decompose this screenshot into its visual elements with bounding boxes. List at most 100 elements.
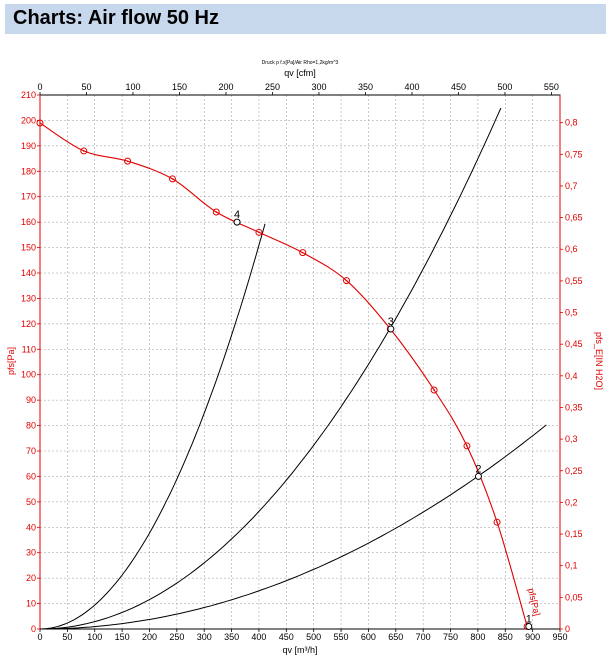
y-right-tick-label: 0,2 <box>565 497 578 507</box>
fan-curve-marker-dot <box>433 389 435 391</box>
y-right-tick-label: 0,55 <box>565 276 583 286</box>
y-left-tick-label: 150 <box>21 243 36 253</box>
y-right-tick-label: 0,1 <box>565 561 578 571</box>
plot-frame <box>39 94 561 630</box>
y-left-tick-label: 120 <box>21 319 36 329</box>
axes <box>37 92 563 632</box>
fan-curve-marker <box>299 249 307 257</box>
fan-curve-marker <box>36 119 44 127</box>
x-top-axis-label: qv [cfm] <box>284 68 316 78</box>
operating-point-marker <box>233 218 241 226</box>
fan-curve-marker <box>212 208 220 216</box>
system-curve <box>39 107 502 630</box>
y-left-tick-label: 170 <box>21 192 36 202</box>
x-bottom-tick-label: 350 <box>224 632 239 642</box>
x-top-tick-label: 0 <box>37 82 42 92</box>
y-right-tick-label: 0,65 <box>565 213 583 223</box>
y-left-tick-label: 20 <box>26 573 36 583</box>
x-top-tick-label: 150 <box>172 82 187 92</box>
x-bottom-tick-label: 850 <box>498 632 513 642</box>
operating-points: 4 3 2 1 <box>233 209 533 630</box>
y-left-tick-label: 0 <box>31 624 36 634</box>
x-top-tick-label: 300 <box>311 82 326 92</box>
x-top-tick-label: 400 <box>404 82 419 92</box>
x-bottom-tick-label: 150 <box>115 632 130 642</box>
y-right-tick-label: 0,15 <box>565 529 583 539</box>
x-bottom-tick-label: 250 <box>169 632 184 642</box>
operating-point-label: 2 <box>475 463 481 475</box>
x-top-tick-label: 100 <box>125 82 140 92</box>
y-right-tick-label: 0,05 <box>565 592 583 602</box>
x-top-tick-label: 50 <box>81 82 91 92</box>
fan-curve-marker <box>493 518 501 526</box>
y-left-tick-label: 70 <box>26 446 36 456</box>
x-bottom-tick-label: 300 <box>197 632 212 642</box>
operating-point-label: 3 <box>388 316 394 328</box>
fan-curve-marker <box>168 175 176 183</box>
fan-curve-marker <box>463 442 471 450</box>
system-curve <box>39 223 266 630</box>
y-right-tick-label: 0,8 <box>565 118 578 128</box>
fan-curve-marker-dot <box>466 445 468 447</box>
y-left-tick-label: 100 <box>21 370 36 380</box>
fan-curve-marker-dot <box>82 150 85 152</box>
operating-point-label: 4 <box>234 209 240 221</box>
fan-curve-marker-dot <box>496 521 498 523</box>
y-right-tick-label: 0,7 <box>565 181 578 191</box>
y-right-tick-label: 0,5 <box>565 308 578 318</box>
tick-labels: 0 50 100 150 200 250 300 350 400 450 500 550 600 650 7… <box>21 82 583 642</box>
fan-curve-line <box>39 122 528 627</box>
y-right-tick-label: 0,35 <box>565 402 583 412</box>
y-right-tick-label: 0,3 <box>565 434 578 444</box>
y-left-tick-label: 130 <box>21 293 36 303</box>
fan-curve-marker-dot <box>301 251 304 254</box>
y-right-tick-label: 0,6 <box>565 244 578 254</box>
operating-point-label: 1 <box>526 613 532 625</box>
y-left-tick-label: 30 <box>26 548 36 558</box>
y-left-tick-label: 10 <box>26 599 36 609</box>
y-right-axis-label: pfs_E[IN H2O] <box>594 332 604 390</box>
x-top-tick-label: 450 <box>451 82 466 92</box>
y-right-tick-label: 0,25 <box>565 466 583 476</box>
x-bottom-tick-label: 650 <box>388 632 403 642</box>
fan-curve-marker <box>80 147 88 155</box>
fan-curve-label: pfs[Pa] <box>526 587 542 617</box>
fan-curve-marker <box>430 386 438 394</box>
chart-subtitle: Druck p f.x[Pa]/Air Rho=1,2kg/m^3 <box>262 60 339 66</box>
y-left-tick-label: 190 <box>21 141 36 151</box>
fan-curve-marker-dot <box>126 160 129 162</box>
x-bottom-tick-label: 800 <box>470 632 485 642</box>
y-left-axis-label: pfs[Pa] <box>6 347 16 375</box>
x-bottom-tick-label: 200 <box>142 632 157 642</box>
y-left-tick-label: 210 <box>21 90 36 100</box>
x-top-tick-label: 550 <box>544 82 559 92</box>
fan-curve-marker-dot <box>345 279 348 282</box>
x-top-tick-label: 200 <box>218 82 233 92</box>
x-bottom-tick-label: 900 <box>525 632 540 642</box>
y-left-tick-label: 60 <box>26 471 36 481</box>
x-top-tick-label: 250 <box>265 82 280 92</box>
y-left-tick-label: 140 <box>21 268 36 278</box>
y-left-tick-label: 80 <box>26 421 36 431</box>
x-bottom-tick-label: 450 <box>279 632 294 642</box>
x-top-tick-label: 500 <box>497 82 512 92</box>
x-bottom-tick-label: 50 <box>62 632 72 642</box>
y-right-tick-label: 0 <box>565 624 570 634</box>
y-left-tick-label: 200 <box>21 115 36 125</box>
x-top-tick-label: 350 <box>358 82 373 92</box>
x-bottom-tick-label: 400 <box>251 632 266 642</box>
fan-curve-marker-dot <box>215 211 218 213</box>
x-bottom-tick-label: 100 <box>87 632 102 642</box>
y-left-tick-label: 180 <box>21 166 36 176</box>
fan-curve-marker-dot <box>39 122 41 124</box>
x-bottom-tick-label: 750 <box>443 632 458 642</box>
y-right-tick-label: 0,4 <box>565 371 578 381</box>
x-bottom-tick-label: 0 <box>37 632 42 642</box>
y-left-tick-label: 40 <box>26 522 36 532</box>
fan-curve-marker <box>124 157 132 165</box>
x-bottom-tick-label: 600 <box>361 632 376 642</box>
y-left-tick-label: 90 <box>26 395 36 405</box>
y-left-tick-label: 110 <box>22 344 36 354</box>
fan-curve-marker-dot <box>258 231 260 234</box>
